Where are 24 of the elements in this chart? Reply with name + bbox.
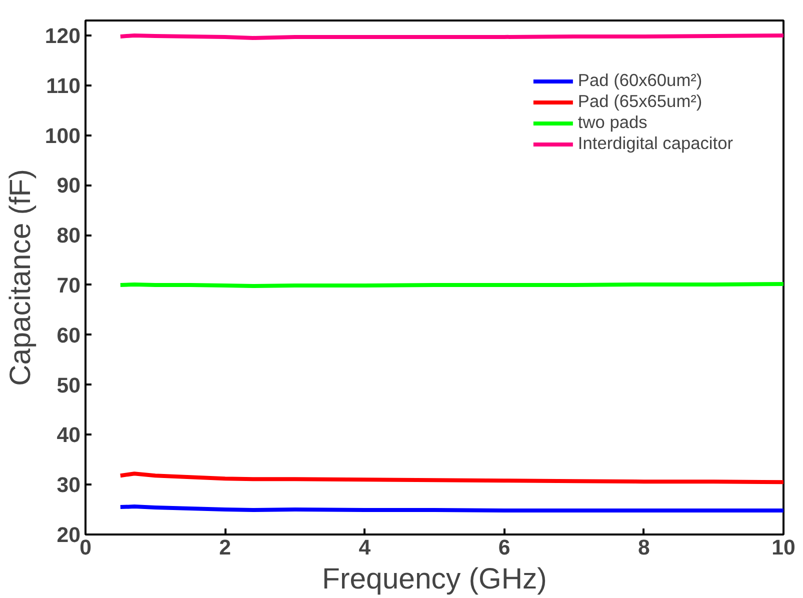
x-tick-label: 6 [498,536,510,560]
x-tick-label: 2 [219,536,232,560]
y-tick-label: 50 [56,373,81,398]
y-tick-label: 120 [44,24,81,48]
y-tick-label: 70 [56,273,81,298]
y-tick-label: 30 [56,473,81,498]
y-tick-label: 90 [56,174,81,198]
y-tick-label: 60 [56,323,81,348]
x-axis-title: Frequency (GHz) [322,562,547,596]
x-tick-label: 10 [772,536,796,560]
legend-label: Pad (65x65um²) [578,91,702,112]
x-tick-label: 4 [358,536,371,560]
legend-label: Pad (60x60um²) [578,70,702,91]
y-axis-title: Capacitance (fF) [4,169,37,386]
y-tick-label: 100 [44,124,81,148]
legend-label: Interdigital capacitor [578,133,733,154]
x-tick-label: 8 [638,536,650,560]
y-tick-label: 110 [46,74,81,98]
x-tick-label: 0 [80,536,92,560]
line-series [118,472,784,484]
y-tick-label: 20 [56,523,81,547]
y-tick-label: 40 [56,423,81,448]
y-tick-label: 80 [56,224,81,248]
legend-label: two pads [578,112,648,133]
